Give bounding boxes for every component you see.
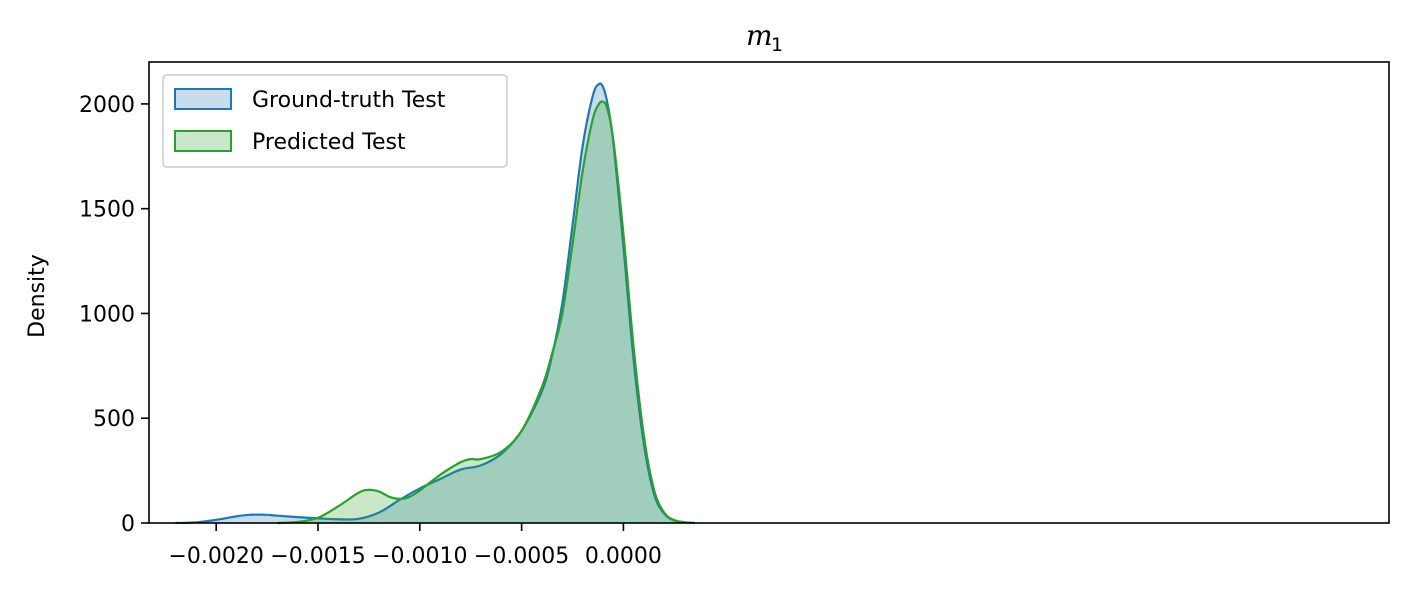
plot-frame <box>148 61 1390 524</box>
y-tick-label: 500 <box>93 407 135 432</box>
legend-box <box>162 74 508 168</box>
legend-swatch-predicted <box>174 130 232 152</box>
y-tick-label: 2000 <box>79 93 135 118</box>
legend-label-ground-truth: Ground-truth Test <box>252 88 446 113</box>
legend-label-predicted: Predicted Test <box>252 130 406 155</box>
y-axis-ticks: 0 500 1000 1500 2000 <box>79 93 149 537</box>
chart-title-subscript: 1 <box>771 34 783 56</box>
y-tick-label: 1000 <box>79 302 135 327</box>
series-layer <box>175 82 695 525</box>
y-tick-label: 1500 <box>79 198 135 223</box>
x-tick-label: −0.0020 <box>168 544 263 569</box>
y-axis-label: Density <box>25 254 50 338</box>
x-tick-label: 0.0000 <box>585 544 662 569</box>
x-tick-label: −0.0010 <box>372 544 467 569</box>
y-tick-label: 0 <box>121 512 135 537</box>
x-tick-label: −0.0005 <box>474 544 569 569</box>
density-line-predicted-test <box>277 100 695 525</box>
legend-swatch-ground-truth <box>174 88 232 110</box>
legend: Ground-truth Test Predicted Test <box>162 74 508 168</box>
density-area-predicted-test <box>277 101 695 524</box>
x-tick-label: −0.0015 <box>270 544 365 569</box>
chart-title: m <box>746 19 773 52</box>
x-axis-ticks: −0.0020 −0.0015 −0.0010 −0.0005 0.0000 <box>168 523 662 569</box>
density-area-ground-truth-test <box>175 83 695 524</box>
